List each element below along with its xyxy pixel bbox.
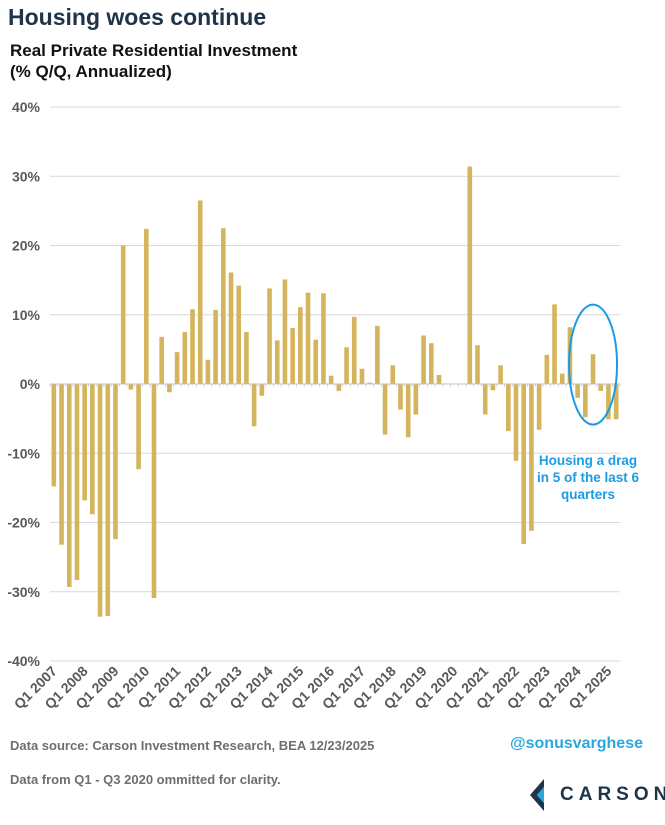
bar bbox=[90, 384, 95, 515]
bar bbox=[305, 292, 311, 384]
bar bbox=[328, 375, 334, 384]
bar bbox=[282, 279, 288, 384]
bar bbox=[228, 272, 234, 384]
bar bbox=[120, 245, 126, 384]
bar bbox=[405, 384, 411, 438]
y-axis-tick-labels: -40% -30% -20% -10% 0% 10% 20% 30% 40% bbox=[7, 99, 40, 669]
y-tick-label: -40% bbox=[7, 653, 40, 669]
bar bbox=[482, 384, 488, 415]
bar bbox=[598, 384, 604, 391]
bar bbox=[336, 384, 342, 391]
bar bbox=[213, 309, 218, 384]
bar bbox=[244, 332, 249, 384]
y-tick-label: 40% bbox=[12, 99, 41, 115]
y-tick-label: 20% bbox=[12, 238, 41, 254]
bar bbox=[143, 228, 149, 384]
logo-wordmark: CARSON bbox=[560, 784, 665, 805]
bar bbox=[167, 384, 172, 393]
bar bbox=[344, 347, 349, 384]
x-axis bbox=[49, 383, 621, 387]
bar bbox=[583, 384, 588, 418]
bar bbox=[413, 384, 419, 415]
bar bbox=[313, 339, 319, 384]
bar bbox=[105, 384, 111, 616]
y-tick-label: 30% bbox=[12, 168, 41, 184]
bar bbox=[552, 304, 557, 384]
bar bbox=[274, 340, 280, 384]
bar bbox=[436, 374, 442, 384]
bar bbox=[506, 384, 511, 432]
y-tick-label: -30% bbox=[7, 584, 40, 600]
bar bbox=[74, 384, 80, 580]
bar bbox=[421, 335, 426, 384]
bar bbox=[521, 384, 527, 544]
data-source-text: Data source: Carson Investment Research,… bbox=[10, 738, 375, 753]
chart-title-line2: (% Q/Q, Annualized) bbox=[10, 62, 172, 81]
bar bbox=[544, 354, 550, 384]
bar bbox=[529, 384, 534, 531]
y-tick-label: 10% bbox=[12, 307, 41, 323]
annotation-line: in 5 of the last 6 bbox=[537, 470, 640, 485]
bar bbox=[613, 384, 619, 420]
bar bbox=[467, 166, 473, 384]
footnote-text: Data from Q1 - Q3 2020 ommitted for clar… bbox=[10, 772, 281, 787]
bar bbox=[174, 352, 180, 384]
bar bbox=[590, 354, 596, 384]
bar bbox=[221, 228, 226, 384]
bar bbox=[205, 359, 211, 384]
highlight-ellipse bbox=[568, 303, 619, 426]
bar bbox=[51, 384, 57, 487]
bar-chart: -40% -30% -20% -10% 0% 10% 20% 30% 40% Q1 2007Q1… bbox=[7, 99, 640, 712]
bar bbox=[428, 343, 434, 384]
bar bbox=[182, 332, 188, 384]
annotation-line: quarters bbox=[561, 487, 615, 502]
bar bbox=[359, 368, 365, 384]
bar bbox=[490, 384, 496, 391]
y-tick-label: -10% bbox=[7, 445, 40, 461]
bar bbox=[536, 384, 542, 430]
bar bbox=[382, 384, 388, 435]
bar bbox=[367, 382, 372, 384]
carson-chevron-icon bbox=[530, 779, 544, 811]
bar bbox=[290, 327, 295, 384]
y-tick-label: -20% bbox=[7, 515, 40, 531]
chart-annotation: Housing a drag in 5 of the last 6 quarters bbox=[537, 303, 640, 502]
bar bbox=[82, 384, 87, 501]
bar bbox=[259, 384, 265, 396]
bar bbox=[136, 384, 141, 470]
bar bbox=[575, 384, 580, 398]
y-tick-label: 0% bbox=[20, 376, 41, 392]
bar bbox=[151, 384, 157, 598]
bar bbox=[398, 384, 403, 410]
chart-bars bbox=[51, 166, 619, 617]
bar bbox=[606, 384, 611, 420]
bar bbox=[375, 325, 380, 384]
bar bbox=[97, 384, 103, 617]
page-headline: Housing woes continue bbox=[8, 4, 267, 30]
bar bbox=[390, 365, 396, 384]
bar bbox=[190, 309, 195, 384]
bar bbox=[113, 384, 118, 540]
twitter-handle-link[interactable]: @sonusvarghese bbox=[510, 735, 643, 752]
bar bbox=[498, 365, 503, 384]
chart-title-line1: Real Private Residential Investment bbox=[10, 41, 298, 60]
bar bbox=[66, 384, 72, 587]
bar bbox=[351, 316, 357, 384]
chart-title: Real Private Residential Investment (% Q… bbox=[10, 40, 297, 82]
bar bbox=[321, 293, 326, 384]
bar bbox=[298, 307, 303, 384]
bar bbox=[559, 373, 565, 384]
bar bbox=[251, 384, 257, 427]
annotation-line: Housing a drag bbox=[539, 453, 637, 468]
bar bbox=[128, 384, 134, 390]
bar bbox=[236, 285, 242, 384]
bar bbox=[197, 200, 203, 384]
carson-logo: CARSON bbox=[526, 778, 665, 812]
bar bbox=[59, 384, 64, 545]
bar bbox=[267, 288, 272, 384]
bar bbox=[475, 345, 480, 384]
bar bbox=[159, 336, 164, 384]
bar bbox=[513, 384, 519, 461]
